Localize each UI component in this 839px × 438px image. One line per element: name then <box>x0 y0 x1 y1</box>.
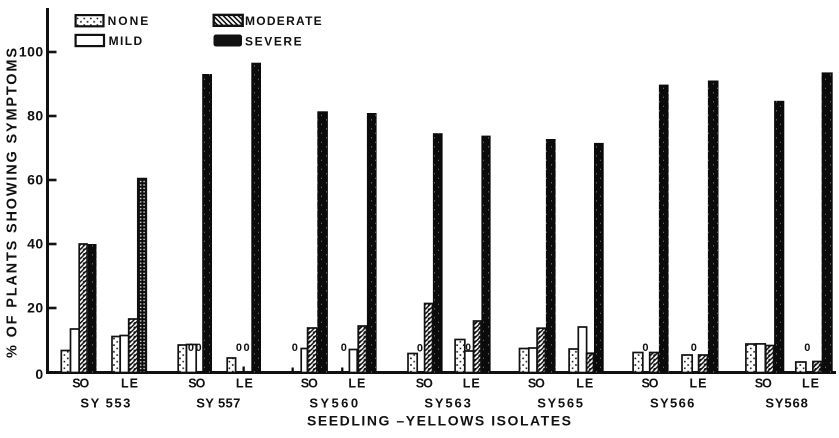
svg-text:SY560: SY560 <box>309 396 358 411</box>
svg-text:0: 0 <box>417 343 425 355</box>
svg-text:MILD: MILD <box>109 34 143 48</box>
svg-text:SO: SO <box>188 376 205 390</box>
svg-text:0: 0 <box>691 342 699 354</box>
svg-text:LE: LE <box>348 376 365 390</box>
svg-text:LE: LE <box>236 376 253 390</box>
svg-text:% OF PLANTS SHOWING SYMPTOMS: % OF PLANTS SHOWING SYMPTOMS <box>5 48 21 358</box>
svg-text:SO: SO <box>301 376 318 390</box>
svg-text:SO: SO <box>528 376 545 390</box>
svg-text:SY565: SY565 <box>537 396 583 411</box>
svg-text:80: 80 <box>27 108 44 124</box>
svg-text:0: 0 <box>642 342 650 354</box>
svg-text:SEEDLING –YELLOWS ISOLATES: SEEDLING –YELLOWS ISOLATES <box>307 412 571 428</box>
svg-text:LE: LE <box>463 376 480 390</box>
svg-text:40: 40 <box>27 236 44 252</box>
svg-text:SY566: SY566 <box>650 396 694 411</box>
svg-text:SO: SO <box>755 376 772 390</box>
svg-text:0: 0 <box>804 342 812 354</box>
svg-text:SY 553: SY 553 <box>80 396 130 411</box>
svg-text:20: 20 <box>27 300 44 316</box>
svg-text:LE: LE <box>121 376 138 390</box>
svg-text:MODERATE: MODERATE <box>245 14 322 28</box>
svg-text:SEVERE: SEVERE <box>245 35 302 49</box>
svg-text:SY563: SY563 <box>424 396 471 411</box>
svg-text:0: 0 <box>341 342 349 354</box>
svg-text:LE: LE <box>576 376 593 390</box>
svg-text:SY568: SY568 <box>765 396 808 411</box>
svg-text:00: 00 <box>188 342 203 354</box>
svg-text:LE: LE <box>690 376 707 390</box>
svg-text:00: 00 <box>236 342 251 354</box>
svg-text:0: 0 <box>465 343 472 354</box>
svg-text:SO: SO <box>72 376 89 390</box>
svg-text:0: 0 <box>35 366 43 382</box>
svg-text:SO: SO <box>642 376 659 390</box>
svg-text:60: 60 <box>27 172 44 188</box>
svg-text:SO: SO <box>416 376 433 390</box>
svg-text:0: 0 <box>292 342 300 354</box>
svg-text:SY 557: SY 557 <box>196 396 240 411</box>
svg-text:100: 100 <box>19 44 44 60</box>
svg-text:LE: LE <box>802 376 819 390</box>
